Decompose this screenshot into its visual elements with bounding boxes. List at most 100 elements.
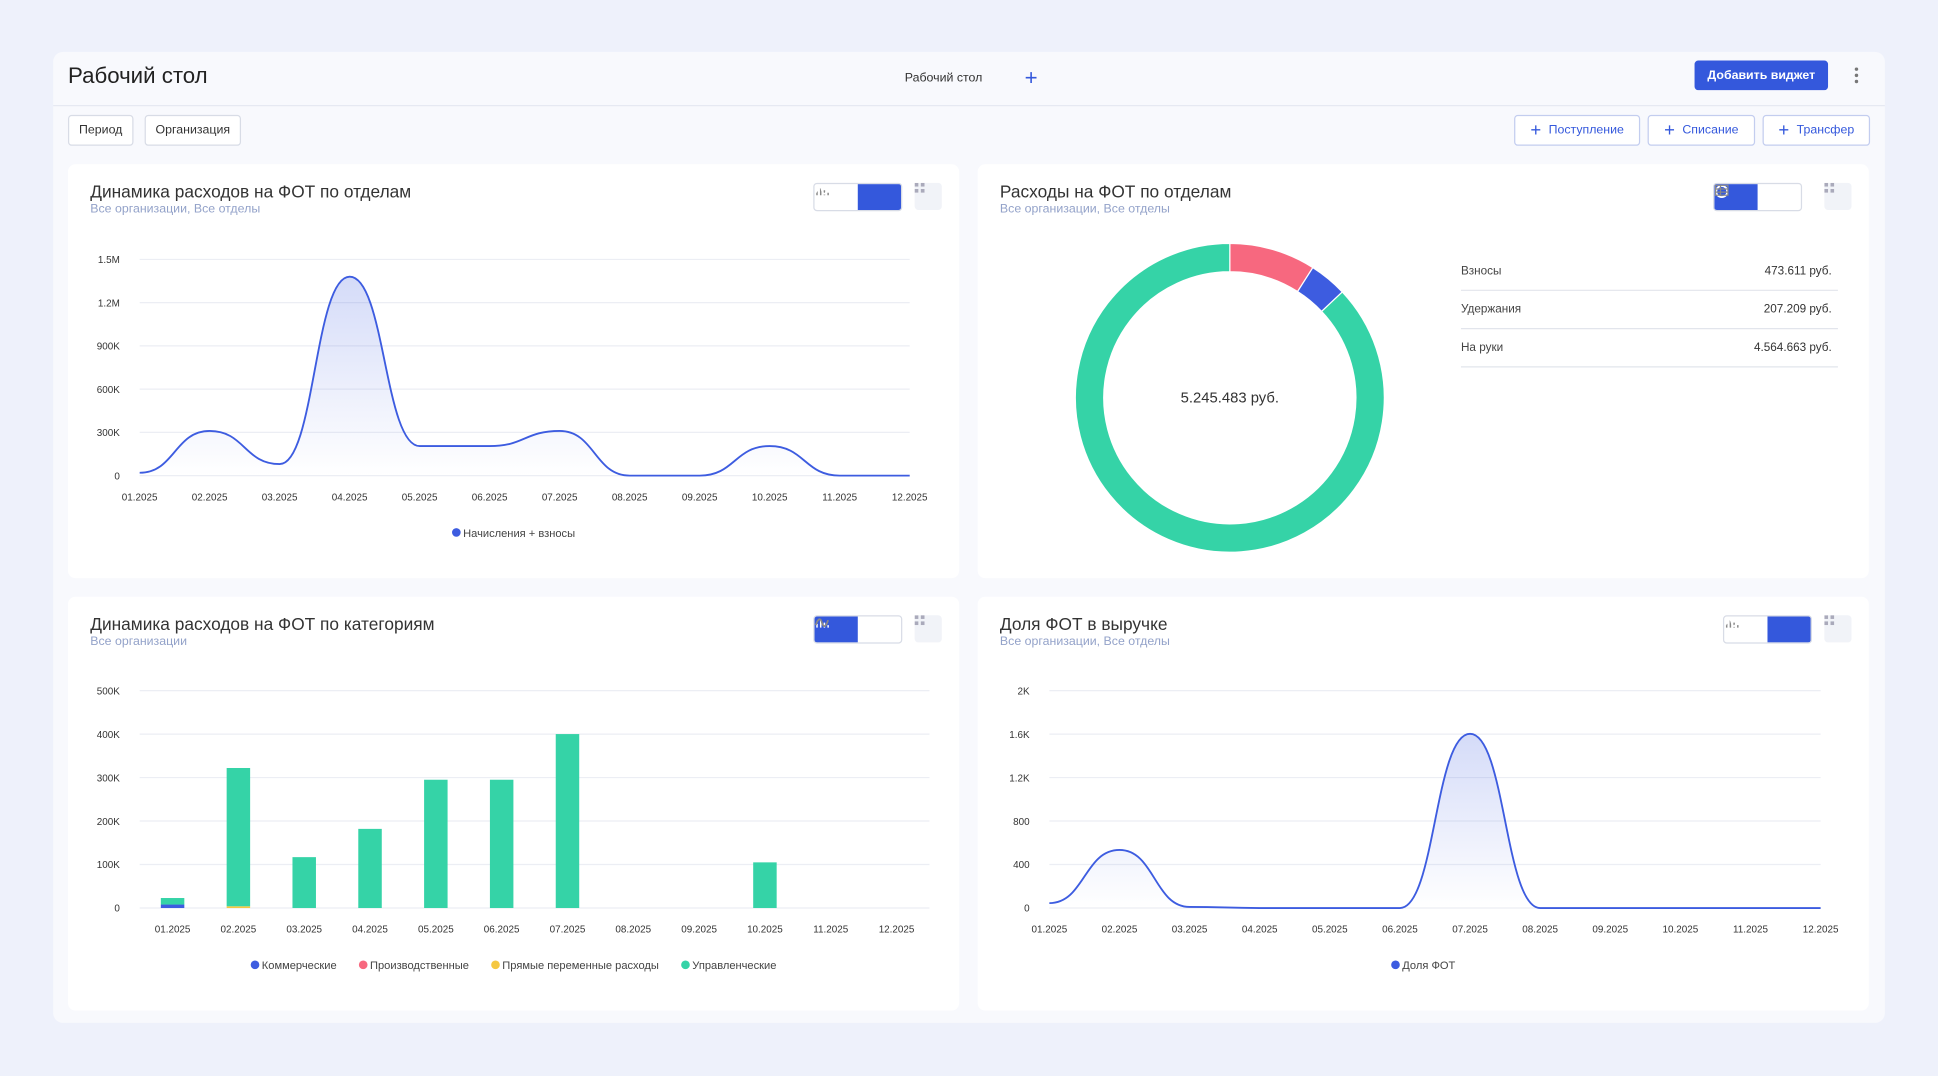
legend-swatch (358, 960, 368, 970)
x-tick-label: 01.2025 (155, 925, 191, 936)
x-tick-label: 08.2025 (612, 492, 648, 503)
view-toggle (813, 615, 903, 644)
x-tick-label: 03.2025 (1172, 925, 1208, 936)
y-tick-label: 800 (1013, 817, 1030, 828)
action-button[interactable]: + Трансфер (1762, 114, 1871, 146)
action-button[interactable]: + Списание (1647, 114, 1756, 146)
y-tick-label: 1.6K (1009, 730, 1030, 741)
legend-label: Коммерческие (262, 960, 337, 972)
line (139, 275, 910, 477)
chart: 0 100K 200K 300K 400K 500K 01.2025 02.2025 03.20… (97, 686, 930, 972)
x-tick-label: 04.2025 (1242, 925, 1278, 936)
x-tick-label: 07.2025 (542, 492, 578, 503)
legend-label: Управленческие (692, 960, 776, 972)
x-tick-label: 10.2025 (1663, 925, 1699, 936)
view-toggle (1722, 615, 1812, 644)
legend-swatch (1391, 960, 1400, 970)
action-label: Трансфер (1796, 123, 1855, 138)
x-tick-label: 11.2025 (822, 492, 857, 503)
y-tick-label: 400K (97, 730, 120, 741)
x-tick-label: 08.2025 (1522, 925, 1558, 936)
widget-subtitle: Все организации, Все отделы (999, 634, 1170, 649)
widget: 5.245.483 руб. Взносы 473.611 руб. Удержани… (977, 164, 1869, 579)
value-label: 4.564.663 руб. (1754, 341, 1832, 354)
widget: 0 100K 200K 300K 400K 500K 01.2025 02.2025 03.20… (67, 596, 960, 1011)
chart: 0 300K 600K 900K 1.2M 1.5M 01.2025 02.2025 03.20… (97, 255, 928, 540)
pie-slice (1229, 242, 1314, 293)
menu[interactable] (1852, 65, 1862, 85)
view-toggle (1713, 182, 1803, 212)
x-tick-label: 06.2025 (472, 492, 508, 503)
x-tick-label: 07.2025 (1452, 925, 1488, 936)
y-tick-label: 900K (97, 342, 120, 353)
donut-view[interactable] (1714, 184, 1758, 211)
x-tick-label: 02.2025 (192, 492, 228, 503)
y-tick-label: 400 (1013, 860, 1030, 871)
y-tick-label: 200K (97, 817, 120, 828)
widget: 0 300K 600K 900K 1.2M 1.5M 01.2025 02.2025 03.20… (67, 164, 960, 579)
y-tick-label: 0 (114, 471, 120, 482)
bar-view[interactable] (1724, 616, 1767, 642)
tab[interactable]: Рабочий стол (904, 71, 983, 86)
x-tick-label: 12.2025 (892, 492, 928, 503)
legend-swatch (491, 960, 500, 970)
filter-button[interactable]: Организация (144, 114, 242, 146)
drag-handle[interactable] (914, 615, 942, 643)
action-button[interactable]: + Поступление (1514, 114, 1641, 146)
widget-subtitle: Все организации, Все отделы (90, 202, 261, 217)
drag-handle[interactable] (1824, 615, 1852, 643)
x-tick-label: 12.2025 (1803, 925, 1839, 936)
widget-title: Доля ФОТ в выручке (999, 613, 1168, 634)
legend: Начисления + взносы (452, 528, 575, 540)
x-tick-label: 01.2025 (122, 492, 158, 503)
x-tick-label: 03.2025 (286, 925, 322, 936)
x-tick-label: 12.2025 (879, 925, 915, 936)
line-view[interactable] (814, 184, 902, 211)
legend-swatch (452, 528, 461, 537)
widget-title: Динамика расходов на ФОТ по отделам (90, 181, 412, 202)
legend: Доля ФОТ (1391, 960, 1456, 972)
x-tick-label: 06.2025 (1382, 925, 1418, 936)
line-view[interactable] (1724, 616, 1811, 643)
y-tick-label: 0 (114, 904, 120, 915)
page-title: Рабочий стол (67, 63, 208, 88)
x-tick-label: 05.2025 (418, 925, 454, 936)
x-tick-label: 09.2025 (681, 925, 717, 936)
bar-view[interactable] (815, 184, 858, 210)
x-tick-label: 06.2025 (484, 925, 520, 936)
x-tick-label: 01.2025 (1032, 925, 1068, 936)
value-label: 207.209 руб. (1764, 303, 1832, 316)
table-view[interactable] (1714, 184, 1801, 210)
add-widget-button[interactable]: Добавить виджет (1694, 60, 1829, 91)
y-tick-label: 1.2K (1009, 773, 1030, 784)
bar (226, 906, 251, 909)
x-tick-label: 10.2025 (747, 925, 783, 936)
drag-handle[interactable] (914, 182, 942, 211)
view-toggle (813, 182, 903, 212)
legend-swatch (681, 960, 690, 970)
y-tick-label: 300K (97, 428, 120, 439)
action-label: Поступление (1548, 123, 1624, 138)
widget-subtitle: Все организации, Все отделы (999, 202, 1170, 217)
x-tick-label: 11.2025 (1733, 925, 1768, 936)
widget-subtitle: Все организации (90, 634, 187, 649)
filter-button[interactable]: Период (67, 114, 134, 146)
chart: 0 400 800 1.2K 1.6K 2K 01.2025 02.2025 03.2025 04… (1009, 686, 1839, 972)
legend-label: Начисления + взносы (463, 528, 575, 540)
pie-slice (1074, 242, 1385, 553)
y-tick-label: 600K (97, 385, 120, 396)
x-tick-label: 09.2025 (1592, 925, 1628, 936)
widget: 0 400 800 1.2K 1.6K 2K 01.2025 02.2025 03.2025 04… (977, 596, 1869, 1011)
drag-handle[interactable] (1824, 182, 1852, 211)
x-tick-label: 02.2025 (221, 925, 257, 936)
line (1049, 732, 1821, 909)
x-tick-label: 05.2025 (402, 492, 438, 503)
bar (226, 767, 251, 907)
y-tick-label: 0 (1024, 904, 1030, 915)
add-tab[interactable]: + (1024, 65, 1038, 91)
bar (160, 898, 185, 905)
y-tick-label: 1.2M (98, 298, 120, 309)
line-view[interactable] (814, 616, 901, 642)
